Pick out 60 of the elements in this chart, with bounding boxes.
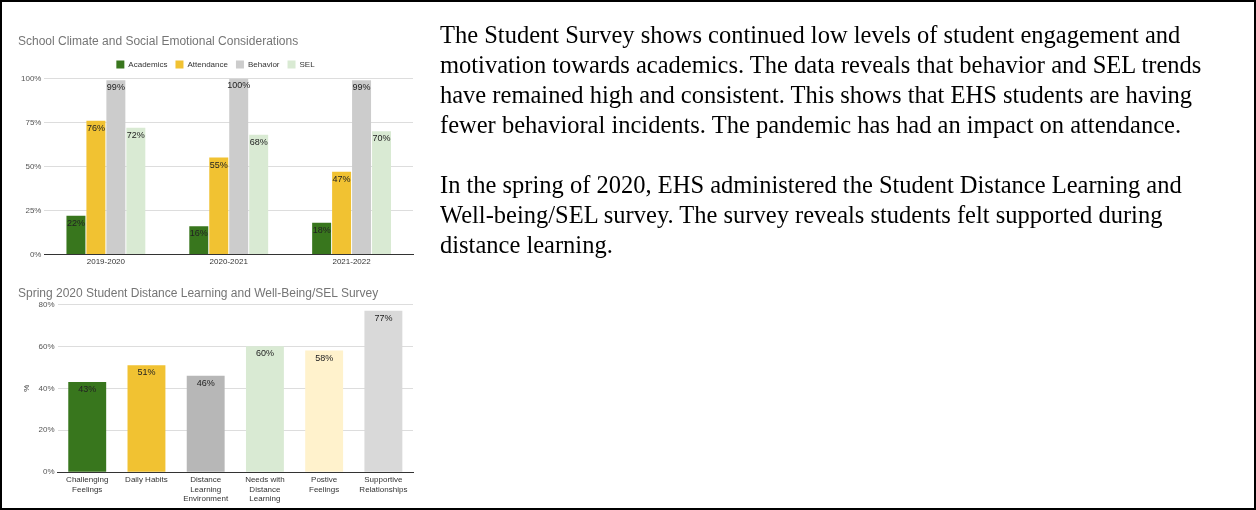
bar — [106, 80, 126, 254]
chart-title: School Climate and Social Emotional Considerations — [18, 33, 299, 48]
y-tick-label: 25% — [25, 205, 42, 215]
x-tick-label: Supportive Relationships — [359, 475, 408, 494]
legend-label: SEL — [299, 59, 316, 69]
y-tick-label: 0% — [43, 467, 55, 477]
legend-label: Behavior — [247, 59, 280, 69]
bar — [186, 375, 225, 472]
y-tick-label: 100% — [20, 73, 42, 83]
x-tick-label: 2021-2022 — [332, 257, 372, 267]
data-label: 58% — [315, 352, 334, 363]
data-label: 46% — [196, 377, 215, 388]
data-label: 77% — [374, 312, 393, 323]
data-label: 68% — [249, 136, 268, 147]
x-tick-label: Needs with Distance Learning — [245, 475, 285, 504]
data-label: 99% — [352, 82, 371, 93]
y-axis-title: % — [22, 384, 31, 392]
y-tick-label: 75% — [25, 117, 42, 127]
y-tick-label: 80% — [38, 299, 55, 309]
y-tick-label: 20% — [38, 425, 55, 435]
bar — [249, 134, 269, 254]
bar — [229, 78, 249, 254]
x-tick-label: Distance Learning Environment — [183, 475, 229, 504]
bar — [372, 131, 391, 254]
bar — [126, 127, 146, 254]
data-label: 60% — [255, 348, 274, 359]
y-tick-label: 40% — [38, 383, 55, 393]
x-tick-label: Challenging Feelings — [66, 475, 109, 494]
x-tick-label: 2019-2020 — [86, 257, 126, 267]
legend-label: Attendance — [187, 59, 229, 69]
y-tick-label: 0% — [29, 249, 42, 259]
bar — [332, 171, 352, 254]
data-label: 43% — [78, 383, 97, 394]
data-label: 55% — [209, 159, 228, 170]
data-label: 72% — [126, 129, 145, 140]
data-label: 100% — [227, 80, 251, 91]
chart-title: Spring 2020 Student Distance Learning and Well-Being/SEL Survey — [18, 285, 379, 300]
bar — [209, 157, 229, 254]
data-label: 70% — [372, 133, 391, 144]
data-label: 16% — [189, 228, 208, 239]
y-tick-label: 50% — [25, 161, 42, 171]
bar — [68, 382, 107, 472]
legend-label: Academics — [128, 59, 168, 69]
bar — [86, 120, 106, 254]
bar — [305, 350, 344, 472]
x-tick-label: Postive Feelings — [309, 475, 340, 494]
text: In the spring of 2020, EHS administered the Student Distance Learning and Well-being/SEL survey. The survey reveals students felt supported during distance learning. — [440, 170, 1183, 260]
data-label: 76% — [86, 122, 105, 133]
text: The Student Survey shows continued low levels of student engagement and motivation towards academics. The data reveals that behavior and SEL trends have remained high and consistent. This shows that EHS students are having fewer behavioral incidents. The pandemic has had an impact on attendance. — [440, 20, 1203, 140]
data-label: 51% — [137, 367, 156, 378]
data-label: 22% — [66, 217, 85, 228]
x-tick-label: Daily Habits — [125, 475, 168, 485]
bar — [245, 346, 284, 472]
data-label: 18% — [312, 224, 331, 235]
data-label: 47% — [332, 173, 351, 184]
data-label: 99% — [106, 82, 125, 93]
bar — [352, 80, 372, 254]
bar — [127, 365, 166, 472]
x-tick-label: 2020-2021 — [209, 257, 249, 267]
y-tick-label: 60% — [38, 341, 55, 351]
